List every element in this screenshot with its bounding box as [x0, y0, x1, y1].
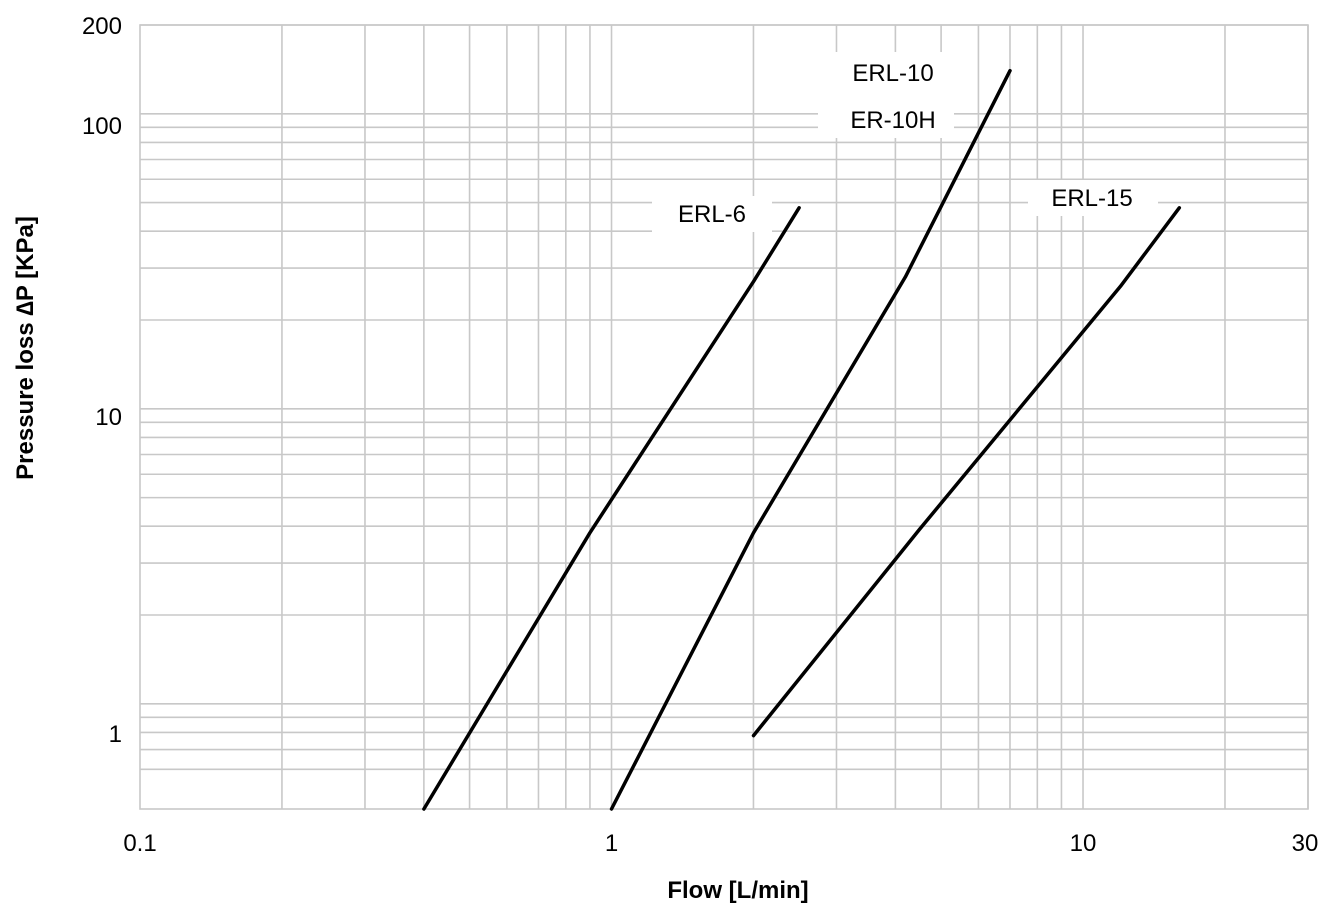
x-tick-label: 1: [605, 830, 618, 857]
x-tick-labels: 0.1 1 10 30: [123, 830, 1318, 857]
series-label-erl-15: ERL-15: [1051, 185, 1132, 212]
series-lines: [422, 68, 1182, 811]
y-tick-label: 200: [82, 13, 122, 40]
plot-frame: [139, 24, 1309, 810]
label-background-erl-15: [1028, 180, 1158, 216]
series-label-erl-10: ERL-10: [852, 60, 933, 87]
y-axis-title: Pressure loss ∆P [KPa]: [12, 216, 39, 480]
x-tick-label: 0.1: [123, 830, 156, 857]
label-background-erl-6: [652, 196, 772, 232]
y-tick-label: 100: [82, 113, 122, 140]
x-tick-label: 10: [1070, 830, 1097, 857]
y-tick-labels: 1 10 100 200: [82, 13, 122, 748]
series-line-erl-15: [751, 206, 1182, 738]
series-line-erl-6: [422, 206, 801, 811]
x-axis-title: Flow [L/min]: [667, 877, 808, 904]
x-tick-label: 30: [1292, 830, 1319, 857]
series-labels: ERL-6 ERL-10 ER-10H ERL-15: [652, 52, 1158, 232]
series-label-er-10h: ER-10H: [850, 107, 935, 134]
series-line-erl-10-er-10h: [609, 68, 1012, 811]
label-background-erl-10: [818, 52, 954, 138]
series-label-erl-6: ERL-6: [678, 201, 746, 228]
y-tick-label: 10: [95, 404, 122, 431]
y-tick-label: 1: [109, 721, 122, 748]
